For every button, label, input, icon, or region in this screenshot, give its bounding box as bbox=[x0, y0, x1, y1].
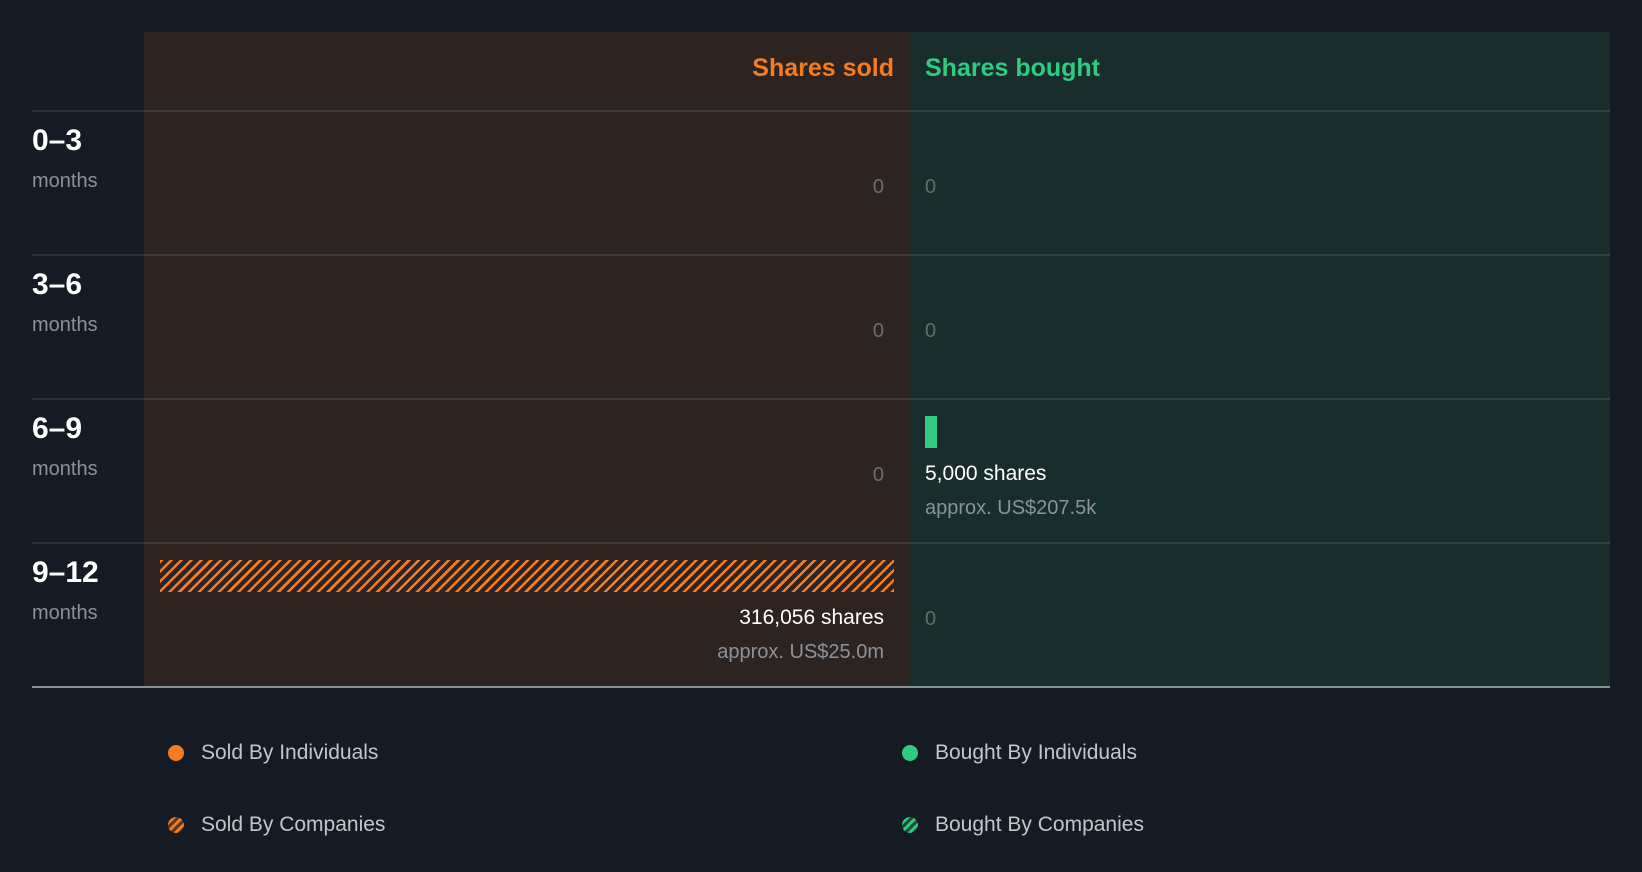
row-3-6-months: 3–6 months 0 0 bbox=[32, 256, 1610, 400]
legend-sold-by-companies[interactable]: Sold By Companies bbox=[168, 813, 385, 837]
bought-value: 0 bbox=[925, 608, 937, 630]
row-range: 6–9 bbox=[32, 412, 83, 445]
sold-by-companies-bar[interactable] bbox=[160, 560, 894, 592]
sold-shares-value: 316,056 shares bbox=[739, 606, 884, 629]
row-0-3-months: 0–3 months 0 0 bbox=[32, 112, 1610, 256]
sold-value: 0 bbox=[872, 464, 884, 486]
divider bbox=[32, 542, 1610, 544]
sold-value: 0 bbox=[872, 320, 884, 342]
bought-approx-value: approx. US$207.5k bbox=[925, 497, 1097, 519]
legend-bought-by-individuals[interactable]: Bought By Individuals bbox=[902, 741, 1137, 765]
bought-by-individuals-bar[interactable] bbox=[925, 416, 937, 448]
solid-dot-icon bbox=[902, 745, 918, 761]
bought-shares-value: 5,000 shares bbox=[925, 462, 1047, 485]
bought-value: 0 bbox=[925, 320, 937, 342]
shares-sold-header: Shares sold bbox=[752, 54, 894, 82]
row-range: 0–3 bbox=[32, 124, 83, 157]
shares-bought-panel bbox=[910, 32, 1610, 687]
divider bbox=[32, 110, 1610, 112]
shares-bought-header: Shares bought bbox=[925, 54, 1101, 82]
legend-bought-by-companies[interactable]: Bought By Companies bbox=[902, 813, 1144, 837]
hatched-dot-icon bbox=[902, 817, 918, 833]
sold-value: 0 bbox=[872, 176, 884, 198]
chart-baseline bbox=[32, 686, 1610, 688]
row-unit: months bbox=[32, 458, 98, 480]
divider bbox=[32, 254, 1610, 256]
legend-sold-by-individuals[interactable]: Sold By Individuals bbox=[168, 741, 378, 765]
row-unit: months bbox=[32, 314, 98, 336]
sold-approx-value: approx. US$25.0m bbox=[717, 641, 884, 663]
row-unit: months bbox=[32, 170, 98, 192]
row-9-12-months: 9–12 months 316,056 shares approx. US$25… bbox=[32, 544, 1610, 688]
legend-label: Sold By Individuals bbox=[201, 741, 379, 764]
row-unit: months bbox=[32, 602, 98, 624]
legend-label: Sold By Companies bbox=[201, 813, 386, 836]
row-range: 3–6 bbox=[32, 268, 83, 301]
legend-label: Bought By Companies bbox=[935, 813, 1144, 836]
row-range: 9–12 bbox=[32, 556, 99, 589]
row-6-9-months: 6–9 months 0 5,000 shares approx. US$207… bbox=[32, 400, 1610, 544]
solid-dot-icon bbox=[168, 745, 184, 761]
insider-trading-chart: Shares sold Shares bought 0–3 months 0 0… bbox=[32, 32, 1610, 688]
bought-value: 0 bbox=[925, 176, 937, 198]
legend-label: Bought By Individuals bbox=[935, 741, 1137, 764]
hatched-dot-icon bbox=[168, 817, 184, 833]
divider bbox=[32, 398, 1610, 400]
